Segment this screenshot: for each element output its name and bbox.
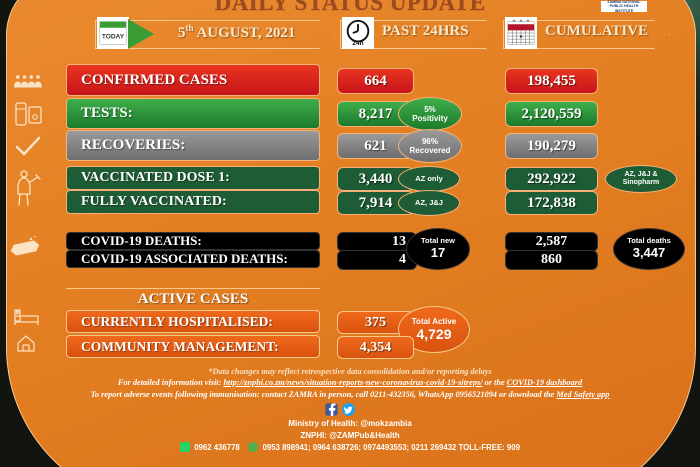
svg-text:TODAY: TODAY [102, 33, 125, 40]
svg-text:24h: 24h [352, 40, 363, 47]
